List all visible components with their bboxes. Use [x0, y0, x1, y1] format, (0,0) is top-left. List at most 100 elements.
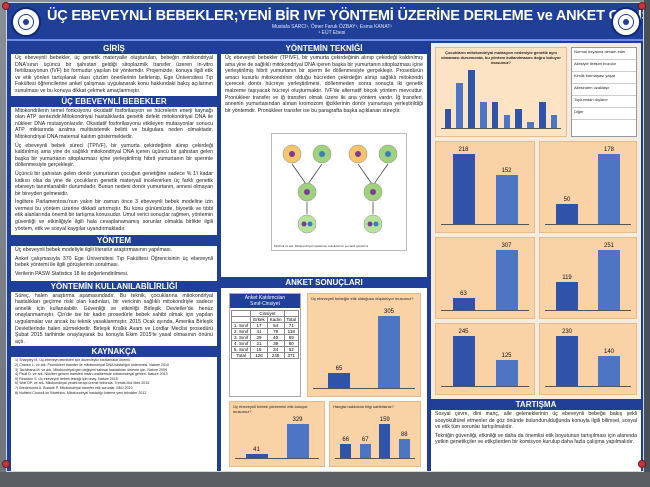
chart-title: Hangisi hakkında bilgi sahibisiniz?: [333, 404, 394, 409]
section-ucebe-heading: ÜÇ EBEVEYNLİ BEBEKLER: [11, 95, 217, 107]
list-item: 4) Paull D. ve ark. Nükleer genom transf…: [15, 372, 168, 377]
participants-table: Cinsiyet Erkek Kadın Total 1. Sınıf 17 54 7…: [230, 310, 300, 359]
list-item: 8) Nuffield Council on Bioethics. Mitoko…: [15, 390, 147, 395]
poster: ÜÇ EBEVEYNLİ BEBEKLER;YENİ BİR IVF YÖNTE…: [6, 2, 644, 472]
chart-data-label: 63: [460, 290, 467, 297]
chart-bar: [515, 108, 522, 128]
participants-table-box: Anket Katılımcıları Sınıf-Cinsiyet Cinsi…: [229, 293, 301, 397]
board-frame: [644, 0, 650, 487]
poster-authors: Mustafa SARCI¹, Ömer Faruk ÖZBAY¹, Esma …: [271, 24, 393, 36]
section-yontem-heading: YÖNTEM: [11, 235, 217, 247]
poster-title: ÜÇ EBEVEYNLİ BEBEKLER;YENİ BİR IVF YÖNTE…: [47, 8, 644, 24]
list-item: 1) Sharpley M. Üç-ebeveyn teknikleri içi…: [15, 358, 131, 363]
legend-entry: Toplumdan dışlanır: [572, 96, 636, 108]
chart-data-label: 251: [603, 243, 614, 249]
chart-data-label: 305: [383, 309, 394, 315]
survey-chart-r6: 230 140: [539, 323, 637, 395]
chart-data-label: 67: [361, 436, 369, 443]
section-anket-heading: ANKET SONUÇLARI: [221, 277, 427, 288]
chart-bar: [359, 443, 371, 458]
chart-axis: [441, 128, 561, 129]
chart-data-label: 329: [292, 417, 303, 423]
chart-title: Üç ebeveynli bebeğin etik olduğunu düşün…: [311, 296, 414, 301]
survey-chart-c: Hangisi hakkında bilgi sahibisiniz? 66 67…: [329, 401, 421, 467]
section-tartisma-heading: TARTIŞMA: [431, 399, 641, 410]
list-item: 2) Craven L. ve ark. Pronükleer transfer…: [15, 362, 170, 367]
chart-data-label: 245: [458, 329, 469, 335]
poster-header: ÜÇ EBEVEYNLİ BEBEKLER;YENİ BİR IVF YÖNTE…: [7, 3, 644, 41]
chart-bar: [550, 115, 558, 128]
chart-data-label: 140: [603, 348, 614, 355]
section-ucebe-text: Mitokondrilerin temel fonksiyonu oksidat…: [15, 107, 213, 232]
chart-axis: [545, 386, 631, 387]
survey-chart-a: Üç ebeveynli bebeğin etik olduğunu düşün…: [307, 293, 421, 397]
chart-bar: [398, 439, 410, 458]
chart-bar: [598, 250, 620, 310]
chart-data-label: 152: [501, 168, 512, 175]
survey-chart-r1: 218 152: [435, 141, 535, 233]
chart-bar: [495, 360, 518, 386]
chart-bar: [503, 115, 511, 128]
left-column: GİRİŞ Üç ebeveynli bebekler, üç genetik …: [11, 43, 217, 471]
chart-title: Üç ebeveynli bebek yöntemini etik buluyo…: [233, 404, 308, 414]
chart-axis: [335, 458, 415, 459]
chart-axis: [441, 386, 529, 387]
chart-axis: [441, 310, 529, 311]
chart-bar: [328, 372, 350, 388]
chart-axis: [313, 388, 415, 389]
chart-data-label: 41: [253, 446, 260, 453]
tartisma-section: TARTIŞMA Sosyal çevre, dini inanç, aile …: [431, 399, 641, 471]
section-teknik-text: Üç ebeveynli bebekler (TPIVF), bir yumur…: [225, 55, 423, 114]
chart-data-label: 159: [379, 417, 390, 423]
participants-table-title: Anket Katılımcıları Sınıf-Cinsiyet: [230, 294, 300, 308]
right-column: Çocukların mitokondriyal mutasyon nedeni…: [431, 43, 641, 471]
chart-bar: [452, 297, 475, 310]
chart-bar: [556, 281, 578, 310]
chart-axis: [441, 224, 529, 225]
chart-bar: [286, 424, 309, 458]
chart-bar: [378, 316, 400, 388]
chart-title: Çocukların mitokondriyal mutasyon nedeni…: [441, 50, 561, 65]
board-bottom-frame: [0, 472, 650, 487]
chart-bar: [379, 424, 391, 458]
chart-bar: [539, 102, 546, 128]
chart-data-label: 178: [603, 147, 614, 153]
chart-bar: [245, 453, 268, 458]
section-giris-text: Üç ebeveynli bebekler, üç genetik matery…: [15, 55, 213, 94]
section-tartisma-text: Sosyal çevre, dini inanç, aile gelenekle…: [435, 411, 637, 446]
section-giris-heading: GİRİŞ: [11, 43, 217, 54]
chart-bar: [527, 121, 534, 128]
chart-bar: [456, 82, 463, 128]
section-kullan-text: Süreç, halen araştırma aşamasındadır. Bu…: [15, 292, 213, 345]
survey-chart-r4: 119 251: [539, 237, 637, 319]
section-yontem-list: Üç ebeveynli bebek modeliyle ilgili lite…: [11, 246, 217, 280]
table-row: 5. Sınıf 18 34 52: [230, 346, 300, 353]
chart-data-label: 218: [458, 147, 469, 153]
university-logo-left: [11, 7, 41, 37]
technique-diagram: [282, 144, 398, 234]
chart-bar: [444, 108, 452, 128]
chart-data-label: 65: [335, 365, 343, 372]
faculty-logo-right: [611, 7, 641, 37]
figure-caption: Mitchell ve ark. Mitokondriyal replasman…: [274, 244, 369, 248]
technique-figure: Mitchell ve ark. Mitokondriyal replasman…: [271, 133, 407, 251]
legend-entry: Diğer: [572, 108, 636, 120]
list-item: Verilerin PASW Statistics 18 ile değerle…: [15, 271, 129, 278]
push-pin: [2, 460, 10, 468]
chart-bar: [556, 336, 578, 386]
chart-bar: [598, 355, 620, 386]
chart-bar: [598, 154, 620, 224]
chart-data-label: 119: [562, 274, 572, 281]
middle-column: YÖNTEMİN TEKNİĞİ Üç ebeveynli bebekler (…: [221, 43, 427, 471]
section-kullan-heading: YÖNTEMİN KULLANILABİLİRLİĞİ: [11, 280, 217, 292]
chart-bar: [468, 70, 475, 128]
chart-axis: [235, 458, 319, 459]
survey-chart-r5: 245 125: [435, 323, 535, 395]
chart-data-label: 307: [501, 243, 512, 249]
list-item: 7) Bredenoord A. Braude P. Mitokondriyal…: [15, 385, 133, 390]
section-teknik-heading: YÖNTEMİN TEKNİĞİ: [221, 43, 427, 54]
chart-bar: [556, 204, 578, 224]
list-item: 5) Reardon S. Üç ebeveynli bebek tekniği…: [15, 376, 118, 381]
chart-data-label: 125: [501, 353, 512, 360]
chart-data-label: 66: [342, 436, 350, 443]
